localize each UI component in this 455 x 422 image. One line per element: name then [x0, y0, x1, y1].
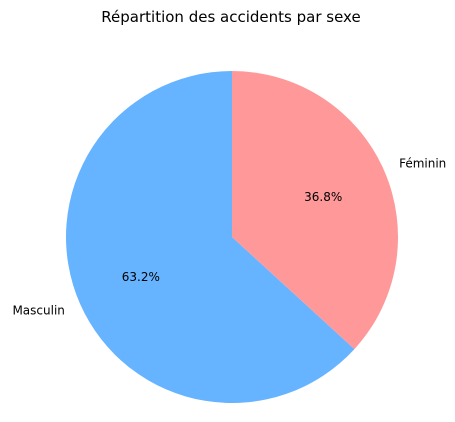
chart-title: Répartition des accidents par sexe	[101, 8, 360, 26]
pie-slice-masculin	[66, 71, 355, 403]
percent-label-féminin: 36.8%	[304, 190, 342, 204]
pie-slice-féminin	[232, 71, 399, 350]
pie-labels: Masculin 63.2% Féminin 36.8%	[12, 156, 446, 317]
pie-slices	[66, 71, 399, 403]
percent-label-masculin: 63.2%	[122, 270, 160, 284]
category-label-féminin: Féminin	[399, 156, 446, 170]
category-label-masculin: Masculin	[12, 304, 64, 318]
